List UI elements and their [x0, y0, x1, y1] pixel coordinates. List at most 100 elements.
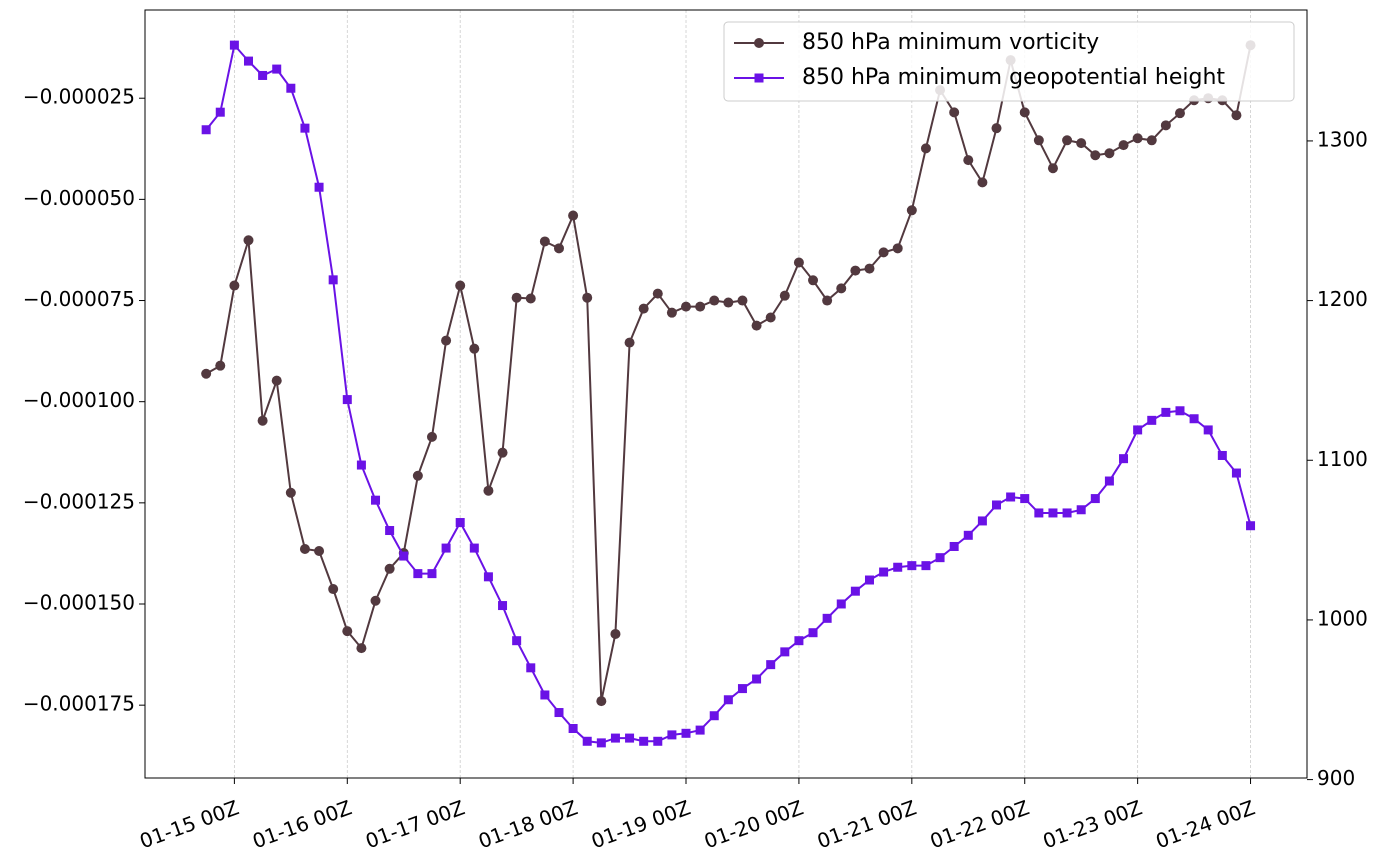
marker [370, 595, 381, 606]
marker [441, 335, 452, 346]
marker [850, 586, 860, 596]
x-tick-label: 01-22 00Z [927, 795, 1033, 853]
legend-label: 850 hPa minimum geopotential height [802, 65, 1225, 90]
marker [526, 663, 536, 673]
marker [949, 107, 960, 118]
y2-tick-label: 1000 [1317, 606, 1368, 630]
marker [779, 290, 790, 301]
marker [695, 301, 706, 312]
marker [596, 738, 606, 748]
marker [596, 696, 607, 707]
marker [1119, 454, 1129, 464]
y2-tick-label: 900 [1317, 766, 1355, 790]
x-tick-label: 01-23 00Z [1040, 795, 1146, 853]
marker [1062, 135, 1073, 146]
marker [1090, 494, 1100, 504]
marker [610, 628, 621, 639]
y-tick-label: −0.000050 [23, 186, 135, 210]
marker [1189, 414, 1199, 424]
marker [906, 205, 917, 216]
marker [356, 643, 367, 654]
marker [215, 107, 225, 117]
marker [342, 395, 352, 405]
marker [498, 601, 508, 611]
marker [1062, 508, 1072, 518]
series-line [205, 45, 1252, 702]
marker [314, 545, 325, 556]
marker [483, 572, 493, 582]
marker [469, 543, 479, 553]
marker [1076, 138, 1087, 149]
marker [836, 599, 846, 609]
x-tick-label: 01-15 00Z [136, 795, 242, 853]
x-tick-label: 01-17 00Z [362, 795, 468, 853]
marker [992, 500, 1002, 510]
marker [963, 155, 974, 166]
legend-marker [754, 38, 764, 48]
marker [525, 293, 536, 304]
marker [921, 561, 931, 571]
marker [1047, 163, 1058, 174]
marker [554, 708, 564, 718]
y2-tick-label: 1300 [1317, 127, 1368, 151]
marker [879, 567, 889, 577]
marker [356, 460, 366, 470]
y-tick-label: −0.000025 [23, 85, 135, 109]
marker [342, 626, 353, 637]
marker [1104, 148, 1115, 159]
marker [723, 695, 733, 705]
marker [412, 470, 423, 481]
marker [1231, 468, 1241, 478]
marker [371, 495, 381, 505]
marker [766, 660, 776, 670]
marker [469, 343, 480, 354]
marker [1161, 407, 1171, 417]
legend-label: 850 hPa minimum vorticity [802, 30, 1099, 55]
x-tick-label: 01-16 00Z [249, 795, 355, 853]
marker [1076, 505, 1086, 515]
marker [497, 447, 508, 458]
y2-tick-label: 1100 [1317, 447, 1368, 471]
y-tick-label: −0.000100 [23, 388, 135, 412]
marker [653, 736, 663, 746]
marker [455, 518, 465, 528]
marker [793, 257, 804, 268]
marker [1160, 120, 1171, 131]
legend-box [723, 21, 1295, 102]
marker [1118, 140, 1129, 151]
marker [935, 553, 945, 563]
marker [1090, 150, 1101, 161]
marker [1231, 110, 1242, 121]
marker [1175, 406, 1185, 416]
plot-frame [144, 9, 1308, 779]
marker [892, 243, 903, 254]
marker [385, 526, 395, 536]
marker [836, 283, 847, 294]
marker [328, 275, 338, 285]
marker [229, 280, 240, 291]
marker [1006, 492, 1016, 502]
marker [822, 613, 832, 623]
marker [850, 265, 861, 276]
marker [426, 431, 437, 442]
y-tick-label: −0.000150 [23, 591, 135, 615]
y-tick-label: −0.000125 [23, 489, 135, 513]
marker [794, 636, 804, 646]
marker [286, 83, 296, 93]
marker [568, 724, 578, 734]
marker [666, 307, 677, 318]
marker [399, 551, 409, 561]
marker [328, 584, 339, 595]
marker [610, 733, 620, 743]
marker [822, 295, 833, 306]
marker [709, 295, 720, 306]
marker [257, 415, 268, 426]
marker [638, 303, 649, 314]
marker [272, 64, 282, 74]
y-tick-label: −0.000075 [23, 287, 135, 311]
x-tick-label: 01-18 00Z [475, 795, 581, 853]
marker [963, 530, 973, 540]
x-tick-label: 01-20 00Z [701, 795, 807, 853]
marker [384, 563, 395, 574]
marker [780, 647, 790, 657]
